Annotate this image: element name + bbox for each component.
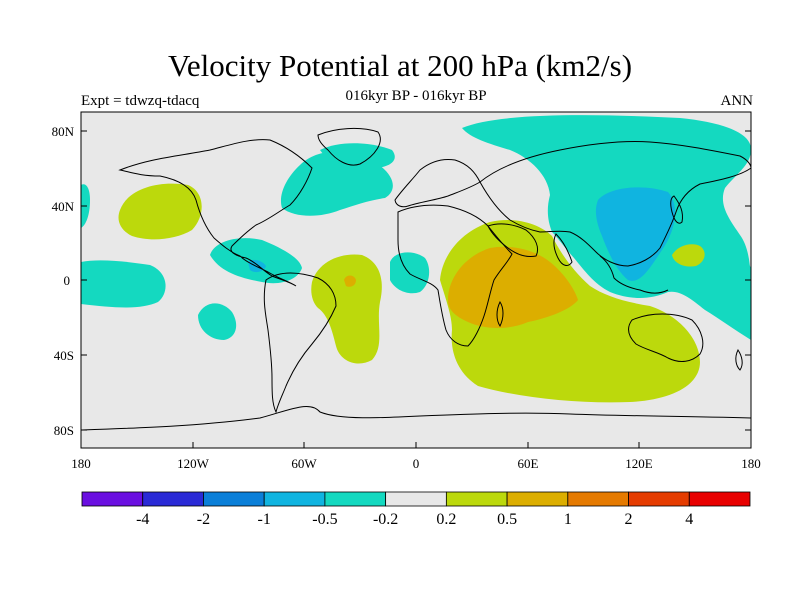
lon-tick-60w: 60W [291, 456, 317, 471]
positive-core-indian-ocean [448, 246, 578, 328]
colorbar-label: -4 [136, 511, 149, 528]
australia-coast [628, 313, 704, 362]
negative-region-tropical-atlantic [390, 252, 430, 294]
north-america-coast [118, 139, 313, 287]
colorbar-swatch [628, 491, 690, 507]
lat-tick-80s: 80S [54, 423, 74, 438]
lat-tick-40n: 40N [52, 199, 75, 214]
negative-region-date-line-east [728, 260, 751, 300]
coastline-layer [81, 127, 751, 431]
colorbar-swatch [81, 491, 144, 507]
positive-core-atlantic [344, 275, 356, 287]
colorbar-label: 2 [625, 511, 633, 528]
negative-region-arctic [320, 143, 395, 168]
antarctica-coast [81, 405, 751, 431]
arabia-coast [487, 223, 539, 257]
lon-tick-180e: 180 [741, 456, 761, 471]
southeast-asia-coast [599, 255, 669, 294]
colorbar-swatch [385, 491, 447, 507]
contour-fill-layer [81, 115, 751, 403]
greenland-coast [317, 127, 381, 166]
colorbar-label: -0.5 [312, 511, 337, 528]
colorbar-swatch [324, 491, 387, 507]
colorbar-swatch [142, 491, 204, 507]
lat-tick-80n: 80N [52, 124, 75, 139]
colorbar-label: 4 [685, 511, 693, 528]
negative-region-south-pacific [198, 303, 237, 340]
negative-core-east-asia [595, 187, 676, 281]
negative-region-east-pacific [81, 260, 166, 308]
positive-region-south-atlantic [311, 254, 382, 364]
colorbar-swatch [506, 491, 569, 507]
colorbar-swatch [567, 491, 629, 507]
lon-tick-0: 0 [413, 456, 420, 471]
india-coast [553, 233, 573, 266]
lat-tick-0: 0 [64, 273, 71, 288]
lon-tick-60e: 60E [518, 456, 539, 471]
asia-coast [479, 140, 751, 267]
season-label: ANN [720, 93, 754, 109]
colorbar-swatch [445, 491, 508, 507]
africa-coast [397, 204, 513, 347]
colorbar-label: 0.5 [497, 511, 517, 528]
colorbar: -4 -2 -1 -0.5 -0.2 0.2 0.5 1 2 4 [81, 491, 751, 528]
positive-region-west-pacific [672, 244, 705, 267]
colorbar-swatch [203, 491, 265, 507]
positive-region-north-pacific [118, 183, 202, 240]
colorbar-label: -2 [197, 511, 210, 528]
colorbar-label: -0.2 [373, 511, 398, 528]
japan-coast [670, 195, 683, 224]
madagascar-coast [496, 301, 504, 327]
colorbar-swatch [688, 491, 751, 507]
colorbar-swatch [263, 491, 326, 507]
lat-tick-40s: 40S [54, 348, 74, 363]
colorbar-label: -1 [258, 511, 271, 528]
colorbar-label: 0.2 [436, 511, 456, 528]
new-zealand-coast [735, 349, 743, 371]
experiment-label: Expt = tdwzq-tdacq [81, 93, 200, 109]
south-america-coast [263, 272, 337, 414]
colorbar-label: 1 [564, 511, 572, 528]
lon-tick-120w: 120W [177, 456, 210, 471]
lon-tick-120e: 120E [625, 456, 653, 471]
tick-marks [80, 130, 752, 448]
plot-title: Velocity Potential at 200 hPa (km2/s) [167, 48, 633, 83]
plot-subtitle: 016kyr BP - 016kyr BP [345, 88, 487, 104]
lon-tick-180w: 180 [71, 456, 91, 471]
